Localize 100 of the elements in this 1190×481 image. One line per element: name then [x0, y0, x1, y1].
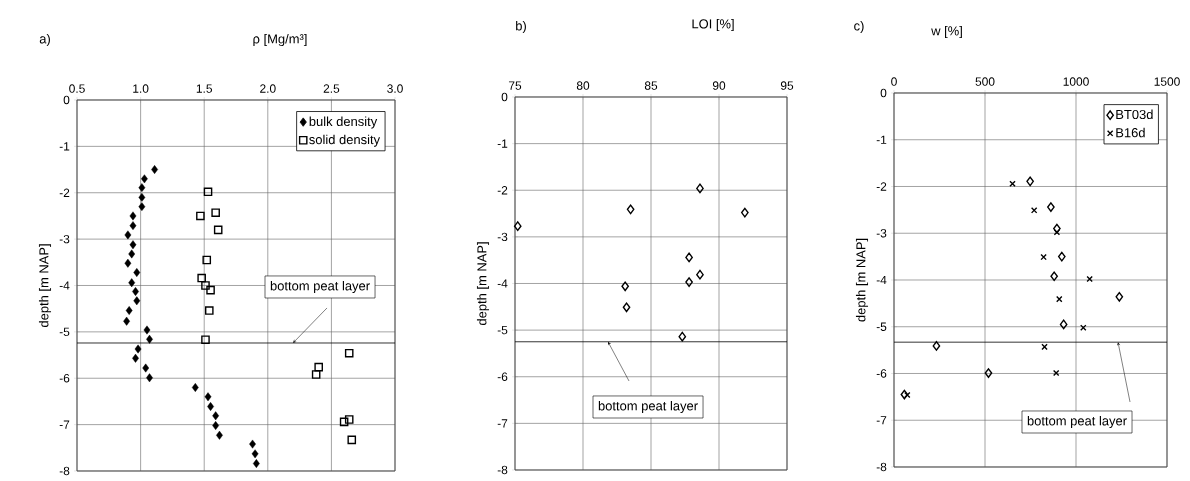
x-tick-label: 1500 — [1154, 77, 1180, 86]
point — [1052, 369, 1060, 377]
point — [1009, 180, 1016, 187]
point — [129, 240, 137, 250]
point — [900, 389, 909, 400]
y-axis-title: depth [m NAP] — [855, 238, 869, 322]
point — [251, 449, 259, 459]
y-tick-label: -3 — [59, 234, 70, 244]
point — [1047, 202, 1055, 212]
point — [626, 204, 635, 215]
point — [138, 192, 146, 202]
y-tick-label: -6 — [497, 372, 508, 381]
y-tick-label: -8 — [59, 466, 70, 476]
point — [1086, 275, 1093, 283]
point — [1041, 343, 1048, 351]
y-tick-label: -3 — [497, 232, 508, 242]
point — [128, 278, 136, 288]
point — [741, 207, 749, 218]
point — [1040, 253, 1047, 261]
point — [344, 348, 354, 358]
y-tick-label: -4 — [876, 275, 887, 285]
point — [146, 373, 153, 383]
point — [253, 459, 260, 468]
point — [621, 281, 630, 292]
x-tick-label: 85 — [644, 81, 658, 90]
point — [138, 202, 146, 212]
legend-label: B16d — [1116, 127, 1145, 138]
point — [1056, 295, 1063, 303]
point — [133, 268, 141, 277]
x-tick-label: 90 — [712, 81, 726, 90]
point — [124, 230, 132, 240]
point — [513, 221, 522, 232]
y-tick-label: -7 — [876, 416, 887, 425]
point — [216, 430, 223, 440]
point — [212, 421, 220, 430]
y-tick-label: -1 — [497, 139, 508, 148]
point — [347, 435, 357, 445]
point — [151, 165, 158, 174]
point — [125, 306, 133, 315]
x-tick-label: 1.5 — [196, 84, 213, 93]
y-tick-label: 0 — [63, 95, 70, 105]
point — [205, 306, 214, 315]
x-axis-title: w [%] — [931, 25, 962, 39]
point — [932, 341, 941, 351]
x-tick-label: 0.5 — [69, 84, 85, 93]
point — [203, 187, 213, 197]
point — [141, 174, 148, 184]
point — [201, 281, 210, 290]
point — [124, 258, 132, 268]
x-tick-label: 2.5 — [323, 84, 340, 93]
point — [314, 362, 323, 372]
x-tick-label: 95 — [780, 81, 794, 90]
ref-line-label: bottom peat layer — [1027, 415, 1127, 429]
legend-label: solid density — [309, 134, 381, 147]
point — [201, 335, 210, 345]
point — [1080, 324, 1087, 331]
y-tick-label: 0 — [501, 92, 508, 102]
point — [207, 402, 214, 411]
y-tick-label: -1 — [59, 142, 70, 151]
legend-label: bulk density — [309, 116, 378, 129]
y-tick-label: -5 — [876, 322, 887, 331]
point — [249, 439, 256, 449]
point — [678, 331, 687, 342]
y-tick-label: -2 — [497, 186, 508, 195]
point — [129, 211, 137, 221]
y-tick-label: -8 — [497, 465, 508, 475]
point — [191, 383, 199, 392]
point — [1050, 271, 1059, 282]
point — [123, 316, 130, 326]
x-tick-label: 75 — [508, 81, 522, 90]
point — [1026, 176, 1034, 187]
point — [1059, 319, 1068, 330]
y-axis-title: depth [m NAP] — [38, 244, 52, 328]
ref-line-label: bottom peat layer — [598, 400, 698, 414]
y-tick-label: -6 — [59, 374, 70, 383]
point — [129, 221, 137, 231]
point — [685, 277, 693, 287]
y-axis-title: depth [m NAP] — [476, 242, 490, 326]
y-tick-label: -1 — [876, 135, 887, 144]
y-tick-label: -7 — [497, 419, 508, 428]
y-tick-label: -4 — [497, 279, 508, 288]
point — [904, 391, 911, 399]
y-tick-label: -5 — [497, 325, 508, 335]
y-tick-label: -6 — [876, 369, 887, 378]
legend-label: BT03d — [1116, 109, 1153, 120]
x-tick-label: 3.0 — [387, 84, 403, 93]
point — [196, 211, 205, 221]
point — [197, 273, 206, 283]
point — [133, 296, 141, 306]
point — [211, 208, 220, 217]
point — [1030, 207, 1038, 214]
x-tick-label: 80 — [576, 81, 590, 90]
x-tick-label: 1.0 — [133, 84, 149, 93]
chart-title: c) — [854, 20, 864, 34]
point — [206, 285, 215, 295]
point — [142, 363, 150, 373]
chart-title: a) — [39, 33, 50, 47]
point — [132, 353, 139, 363]
point — [146, 334, 153, 344]
point — [311, 370, 321, 379]
